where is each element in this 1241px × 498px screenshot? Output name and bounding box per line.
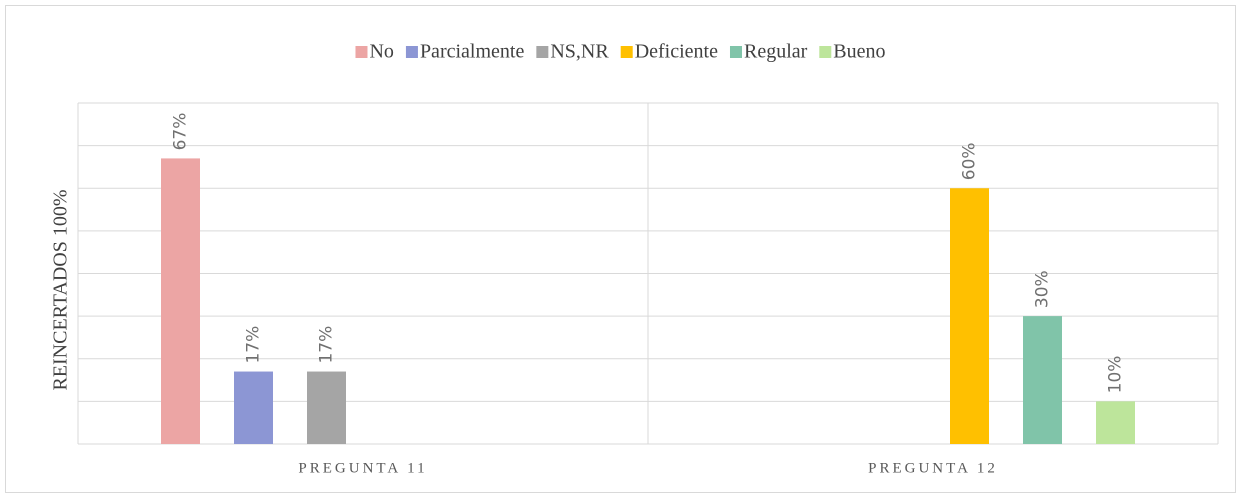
legend-swatch: [819, 46, 832, 58]
legend-label: Parcialmente: [420, 41, 525, 63]
bar: [234, 371, 273, 444]
legend-label: Bueno: [833, 41, 885, 63]
bar: [307, 371, 346, 444]
bar: [1096, 401, 1135, 444]
data-label: 10%: [1106, 356, 1126, 394]
legend-label: No: [369, 41, 393, 63]
legend-label: NS,NR: [550, 41, 609, 63]
data-label: 17%: [244, 326, 264, 364]
y-axis-label: REINCERTADOS 100%: [50, 189, 72, 390]
legend-swatch: [729, 46, 742, 58]
data-label: 17%: [317, 326, 337, 364]
legend-label: Deficiente: [635, 41, 718, 63]
legend-swatch: [536, 46, 549, 58]
data-label: 30%: [1033, 270, 1053, 308]
data-label: 67%: [171, 113, 191, 151]
x-tick-label: PREGUNTA 12: [868, 460, 998, 476]
data-label: 60%: [960, 142, 980, 180]
bar: [950, 188, 989, 444]
legend-swatch: [405, 46, 418, 58]
legend-swatch: [355, 46, 368, 58]
bar: [161, 158, 200, 444]
bar: [1023, 316, 1062, 444]
legend-swatch: [620, 46, 633, 58]
x-tick-label: PREGUNTA 11: [298, 460, 427, 476]
legend-label: Regular: [744, 41, 808, 63]
